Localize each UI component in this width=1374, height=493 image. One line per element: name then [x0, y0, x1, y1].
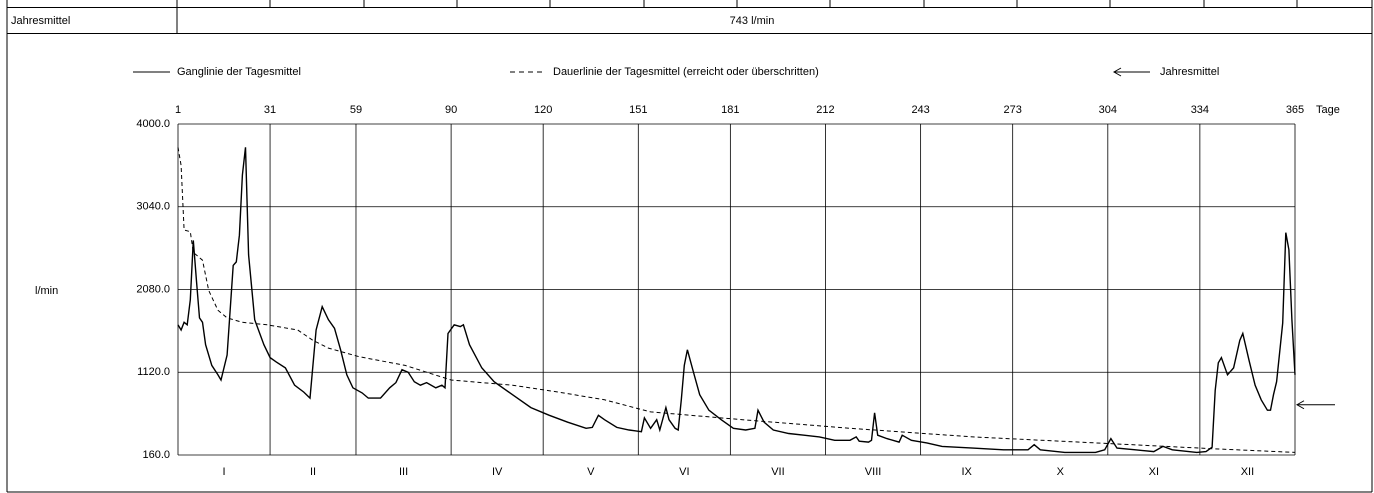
x-tick-label: 365 — [1286, 104, 1304, 116]
x-tick-label: 243 — [911, 104, 929, 116]
series-line — [177, 147, 1296, 453]
month-label: X — [1057, 466, 1065, 478]
month-label: VI — [679, 466, 689, 478]
month-label: III — [399, 466, 408, 478]
x-tick-label: 1 — [175, 104, 181, 116]
row-label: Jahresmittel — [11, 15, 70, 27]
legend-label: Dauerlinie der Tagesmittel (erreicht ode… — [553, 66, 819, 78]
x-tick-label: 273 — [1004, 104, 1022, 116]
y-tick-label: 2080.0 — [136, 283, 170, 295]
y-tick-label: 3040.0 — [136, 201, 170, 213]
x-tick-label: 120 — [534, 104, 552, 116]
month-label: XI — [1149, 466, 1159, 478]
y-tick-label: 1120.0 — [137, 366, 170, 378]
y-tick-label: 160.0 — [142, 449, 170, 461]
month-label: VII — [771, 466, 784, 478]
month-label: II — [310, 466, 316, 478]
y-tick-label: 4000.0 — [136, 118, 170, 130]
x-axis-label: Tage — [1316, 104, 1340, 116]
x-tick-label: 31 — [264, 104, 276, 116]
x-tick-label: 181 — [721, 104, 739, 116]
x-tick-label: 212 — [816, 104, 834, 116]
mean-arrowhead — [1295, 400, 1305, 410]
series-line — [177, 147, 1296, 454]
x-tick-label: 59 — [350, 104, 362, 116]
month-label: V — [587, 466, 595, 478]
legend-arrowhead — [1112, 67, 1122, 77]
x-tick-label: 151 — [629, 104, 647, 116]
x-tick-label: 304 — [1099, 104, 1117, 116]
legend-label: Jahresmittel — [1160, 66, 1219, 78]
y-axis-label: l/min — [35, 285, 58, 297]
month-label: XII — [1241, 466, 1254, 478]
month-label: VIII — [865, 466, 882, 478]
month-label: I — [222, 466, 225, 478]
month-label: IX — [961, 466, 972, 478]
row-value: 743 l/min — [730, 15, 775, 27]
x-tick-label: 334 — [1191, 104, 1209, 116]
x-tick-label: 90 — [445, 104, 457, 116]
table-frame — [6, 0, 1373, 493]
legend-label: Ganglinie der Tagesmittel — [177, 66, 301, 78]
month-label: IV — [492, 466, 503, 478]
